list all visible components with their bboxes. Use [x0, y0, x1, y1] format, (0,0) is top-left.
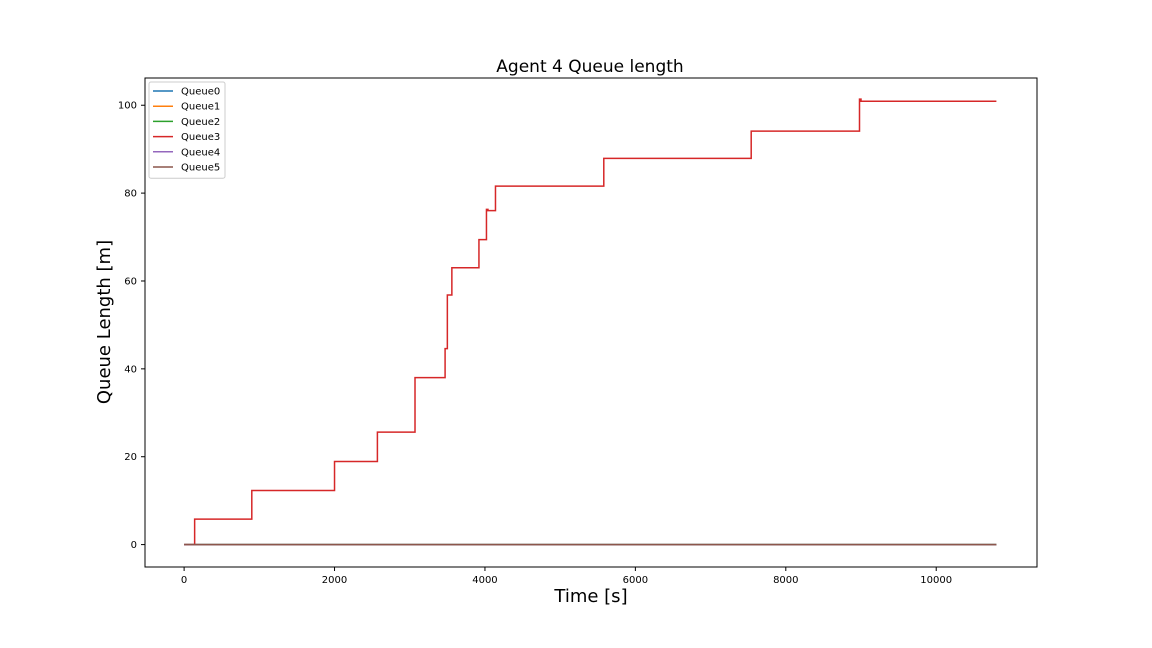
x-tick-label: 8000: [773, 575, 798, 586]
series-line-queue3: [184, 98, 997, 546]
y-tick-label: 0: [131, 540, 137, 551]
legend-label-queue3: Queue3: [181, 132, 220, 143]
legend-label-queue5: Queue5: [181, 163, 220, 174]
y-axis-ticks: 0 20 40 60 80 100: [118, 101, 145, 551]
x-axis-ticks: 0 2000 4000 6000 8000 10000: [181, 567, 952, 586]
y-tick-label: 100: [118, 101, 137, 112]
x-tick-label: 4000: [472, 575, 497, 586]
legend: Queue0 Queue1 Queue2 Queue3 Queue4 Queue5: [148, 81, 226, 179]
x-tick-label: 0: [181, 575, 187, 586]
y-axis-label: Queue Length [m]: [94, 240, 115, 404]
x-tick-label: 10000: [920, 575, 952, 586]
legend-label-queue4: Queue4: [181, 147, 220, 158]
legend-label-queue1: Queue1: [181, 102, 220, 113]
y-tick-label: 80: [124, 189, 137, 200]
legend-label-queue2: Queue2: [181, 117, 220, 128]
x-tick-label: 2000: [322, 575, 347, 586]
legend-label-queue0: Queue0: [181, 87, 220, 98]
chart-title: Agent 4 Queue length: [496, 57, 683, 77]
plot-area: [184, 98, 997, 546]
x-axis-label: Time [s]: [553, 586, 627, 607]
y-tick-label: 40: [124, 364, 137, 375]
x-tick-label: 6000: [623, 575, 648, 586]
y-tick-label: 20: [124, 452, 137, 463]
y-tick-label: 60: [124, 276, 137, 287]
plot-frame: [144, 77, 1038, 568]
